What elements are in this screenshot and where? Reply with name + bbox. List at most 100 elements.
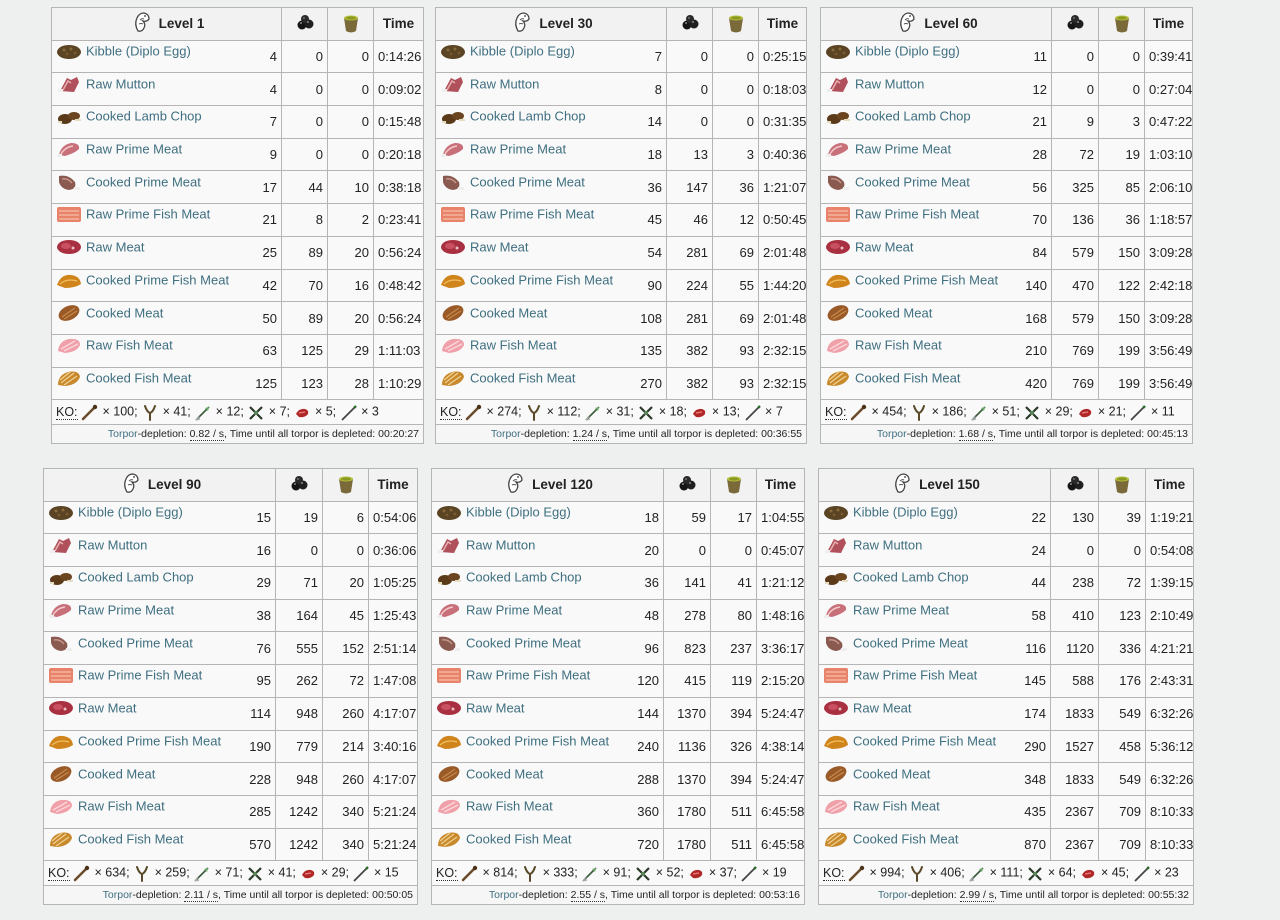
- food-link[interactable]: Cooked Lamb Chop: [78, 569, 194, 585]
- food-link[interactable]: Raw Meat: [78, 700, 137, 716]
- food-link[interactable]: Cooked Lamb Chop: [855, 108, 971, 124]
- food-link[interactable]: Cooked Fish Meat: [853, 831, 959, 847]
- torpor-link[interactable]: Torpor: [488, 889, 519, 902]
- food-cell: Raw Fish Meat 285: [43, 794, 276, 829]
- food-link[interactable]: Raw Prime Fish Meat: [853, 667, 978, 683]
- food-link[interactable]: Cooked Prime Meat: [466, 635, 581, 651]
- food-link[interactable]: Cooked Meat: [855, 305, 933, 321]
- food-link[interactable]: Cooked Lamb Chop: [470, 108, 586, 124]
- taming-time: 0:47:22: [1144, 105, 1193, 139]
- food-link[interactable]: Cooked Meat: [466, 766, 544, 782]
- food-link[interactable]: Cooked Lamb Chop: [86, 108, 202, 124]
- food-link[interactable]: Raw Meat: [466, 700, 525, 716]
- food-link[interactable]: Cooked Prime Meat: [470, 174, 585, 190]
- food-cell: Raw Mutton 8: [435, 72, 667, 107]
- food-link[interactable]: Cooked Lamb Chop: [466, 569, 582, 585]
- food-link[interactable]: Raw Fish Meat: [470, 337, 557, 353]
- food-link[interactable]: Raw Prime Meat: [855, 141, 952, 157]
- food-link[interactable]: Raw Meat: [470, 239, 529, 255]
- food-link[interactable]: Kibble (Diplo Egg): [78, 504, 183, 520]
- food-link[interactable]: Raw Prime Meat: [466, 602, 563, 618]
- food-link[interactable]: Cooked Fish Meat: [855, 370, 961, 386]
- food-link[interactable]: Cooked Prime Fish Meat: [855, 272, 999, 288]
- narcotic-count: 394: [710, 696, 757, 731]
- food-link[interactable]: Cooked Fish Meat: [466, 831, 572, 847]
- ko-hits: 91: [613, 865, 628, 880]
- food-link[interactable]: Raw Fish Meat: [853, 798, 940, 814]
- food-link[interactable]: Raw Fish Meat: [855, 337, 942, 353]
- food-link[interactable]: Raw Fish Meat: [78, 798, 165, 814]
- food-link[interactable]: Raw Fish Meat: [86, 337, 173, 353]
- food-link[interactable]: Cooked Lamb Chop: [853, 569, 969, 585]
- food-row: Raw Prime Fish Meat 145 588 176 2:43:31: [818, 664, 1194, 698]
- food-link[interactable]: Kibble (Diplo Egg): [470, 43, 575, 59]
- food-link[interactable]: Cooked Prime Meat: [86, 174, 201, 190]
- food-link[interactable]: Raw Prime Fish Meat: [78, 667, 203, 683]
- ko-label: KO:: [440, 404, 462, 420]
- food-quantity: 20: [644, 542, 659, 558]
- food-link[interactable]: Cooked Prime Fish Meat: [78, 733, 222, 749]
- food-link[interactable]: Kibble (Diplo Egg): [855, 43, 960, 59]
- food-link[interactable]: Raw Prime Meat: [853, 602, 950, 618]
- level-header: Level 150: [818, 468, 1051, 502]
- torpor-cell: Torpor-depletion: 1.24 / s, Time until a…: [435, 424, 807, 445]
- torpor-link[interactable]: Torpor: [490, 428, 521, 441]
- food-link[interactable]: Cooked Prime Meat: [853, 635, 968, 651]
- narcoberry-count: 555: [275, 631, 323, 666]
- narcotic-count: 80: [710, 598, 757, 633]
- food-link[interactable]: Cooked Prime Fish Meat: [466, 733, 610, 749]
- torpor-link[interactable]: Torpor: [876, 428, 907, 441]
- food-quantity: 360: [637, 804, 659, 820]
- ko-cell: KO: × 274; × 112; × 31; × 18; × 13; × 7: [435, 399, 807, 426]
- food-link[interactable]: Raw Prime Meat: [86, 141, 183, 157]
- food-link[interactable]: Kibble (Diplo Egg): [853, 504, 958, 520]
- food-link[interactable]: Raw Meat: [86, 239, 145, 255]
- food-link[interactable]: Cooked Meat: [78, 766, 156, 782]
- food-link[interactable]: Kibble (Diplo Egg): [466, 504, 571, 520]
- club-icon: [461, 865, 479, 882]
- food-link[interactable]: Cooked Fish Meat: [470, 370, 576, 386]
- crossbow-tranq-icon: [246, 865, 264, 882]
- level-label: Level 90: [147, 477, 202, 493]
- food-link[interactable]: Raw Mutton: [470, 76, 540, 92]
- torpor-link[interactable]: Torpor: [877, 889, 908, 902]
- food-link[interactable]: Raw Prime Fish Meat: [466, 667, 591, 683]
- food-quantity: 22: [1031, 510, 1046, 526]
- food-cell: Cooked Prime Meat 116: [818, 631, 1051, 666]
- food-link[interactable]: Cooked Fish Meat: [78, 831, 184, 847]
- food-link[interactable]: Cooked Meat: [86, 305, 164, 321]
- food-link[interactable]: Raw Mutton: [78, 537, 148, 553]
- food-link[interactable]: Raw Meat: [855, 239, 914, 255]
- food-link[interactable]: Cooked Prime Fish Meat: [853, 733, 997, 749]
- food-link[interactable]: Raw Mutton: [86, 76, 156, 92]
- food-link[interactable]: Raw Prime Fish Meat: [86, 206, 211, 222]
- food-link[interactable]: Raw Prime Fish Meat: [470, 206, 595, 222]
- food-link[interactable]: Cooked Prime Meat: [78, 635, 193, 651]
- food-link[interactable]: Cooked Fish Meat: [86, 370, 192, 386]
- food-link[interactable]: Raw Mutton: [853, 537, 923, 553]
- food-link[interactable]: Raw Prime Meat: [78, 602, 175, 618]
- narcotic-count: 41: [710, 566, 757, 600]
- level-header: Level 30: [435, 7, 667, 41]
- food-quantity: 140: [1025, 277, 1047, 293]
- narcoberry-count: 262: [275, 664, 323, 698]
- food-link[interactable]: Raw Fish Meat: [466, 798, 553, 814]
- food-cell: Cooked Prime Meat 17: [51, 170, 282, 205]
- torpor-link[interactable]: Torpor: [107, 428, 138, 441]
- taming-table: Level 60 Time Kibble (Diplo Egg) 11 0 0 0:39:4…: [820, 7, 1193, 445]
- food-link[interactable]: Raw Meat: [853, 700, 912, 716]
- food-link[interactable]: Raw Mutton: [466, 537, 536, 553]
- food-link[interactable]: Cooked Prime Fish Meat: [86, 272, 230, 288]
- food-link[interactable]: Cooked Prime Fish Meat: [470, 272, 614, 288]
- food-link[interactable]: Cooked Prime Meat: [855, 174, 970, 190]
- food-link[interactable]: Raw Prime Fish Meat: [855, 206, 980, 222]
- torpor-text: -depletion:: [132, 889, 185, 902]
- torpor-link[interactable]: Torpor: [102, 889, 133, 902]
- food-link[interactable]: Raw Mutton: [855, 76, 925, 92]
- food-link[interactable]: Cooked Meat: [470, 305, 548, 321]
- torpor-text-end: , Time until all torpor is depleted:: [607, 428, 762, 441]
- food-link[interactable]: Cooked Meat: [853, 766, 931, 782]
- ko-label: KO:: [436, 865, 458, 881]
- food-link[interactable]: Kibble (Diplo Egg): [86, 43, 191, 59]
- food-link[interactable]: Raw Prime Meat: [470, 141, 567, 157]
